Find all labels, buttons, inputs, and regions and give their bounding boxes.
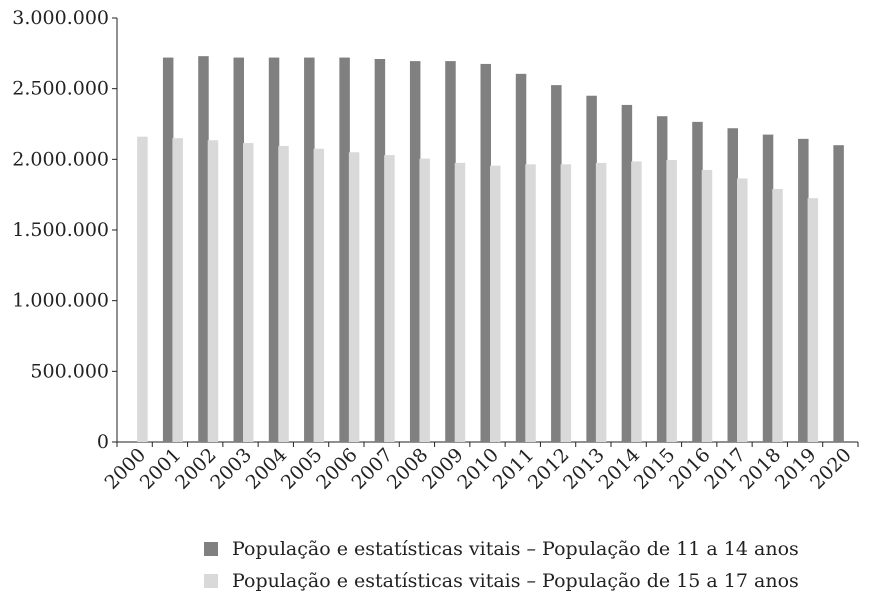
bar-11-14 [304,57,315,442]
bar-11-14 [268,57,280,442]
legend-item-11-14: População e estatísticas vitais – Popula… [204,533,799,565]
legend-item-15-17: População e estatísticas vitais – Popula… [204,565,799,597]
bar-15-17 [701,169,713,442]
bar-11-14 [656,116,668,442]
bar-15-17 [384,155,395,443]
bar-15-17 [737,178,748,442]
bars-group [137,56,844,443]
bar-15-17 [772,189,783,442]
y-tick-label: 3.000.000 [12,7,109,29]
bar-11-14 [339,57,350,442]
bar-15-17 [666,160,677,443]
bar-11-14 [692,121,703,442]
bar-15-17 [595,162,607,442]
bar-15-17 [243,143,254,442]
x-tick-label: 2020 [806,444,856,494]
legend-label-11-14: População e estatísticas vitais – Popula… [232,538,799,560]
bar-15-17 [807,198,819,442]
y-axis: 0 500.000 1.000.000 1.500.000 2.000.000 2.500… [12,7,118,453]
bar-11-14 [727,128,738,443]
y-tick-label: 1.000.000 [12,290,109,312]
y-tick-label: 2.000.000 [12,148,109,170]
bar-15-17 [419,158,430,443]
bar-11-14 [833,145,844,442]
bar-11-14 [198,56,209,442]
legend-swatch-15-17 [204,574,218,588]
bar-15-17 [560,164,572,442]
y-tick-label: 2.500.000 [12,78,109,100]
bar-11-14 [445,61,456,443]
bar-11-14 [162,57,174,442]
y-tick-label: 0 [97,431,109,453]
bar-15-17 [525,164,536,442]
bar-11-14 [798,138,809,442]
bar-11-14 [374,58,386,443]
y-tick-label: 500.000 [30,360,109,382]
bar-11-14 [586,95,597,442]
bar-15-17 [278,145,289,442]
bar-15-17 [490,165,501,442]
bar-11-14 [621,104,633,443]
legend-label-15-17: População e estatísticas vitais – Popula… [232,570,799,592]
bar-15-17 [454,162,466,442]
bar-15-17 [137,136,148,442]
bar-11-14 [551,85,562,442]
bar-15-17 [207,140,219,442]
bar-15-17 [172,138,183,442]
x-axis: 2000200120022003200420052006200720082009… [100,441,859,494]
bar-15-17 [631,161,642,442]
bar-15-17 [313,148,325,442]
bar-11-14 [480,63,491,442]
y-tick-label: 1.500.000 [12,219,109,241]
bar-11-14 [762,134,774,442]
legend-swatch-11-14 [204,542,218,556]
bar-11-14 [515,73,527,443]
bar-15-17 [348,152,360,442]
bar-11-14 [233,57,244,442]
bar-11-14 [409,61,421,443]
legend: População e estatísticas vitais – Popula… [204,533,799,597]
